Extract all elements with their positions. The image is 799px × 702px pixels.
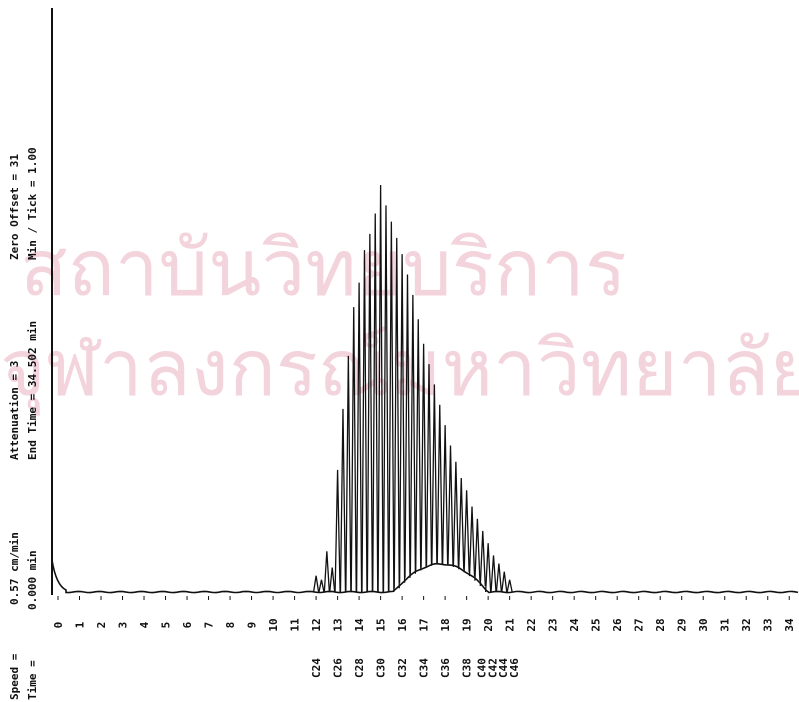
peak	[506, 579, 513, 593]
peak-label: C24	[310, 658, 323, 678]
peak-label: C46	[508, 658, 521, 678]
speed-label: Speed =	[8, 653, 21, 700]
x-tick-label: 21	[504, 618, 517, 632]
x-tick-label: 10	[267, 618, 280, 631]
speed: 0.57 cm/min	[8, 532, 21, 605]
x-tick-label: 29	[676, 618, 689, 631]
peak	[501, 571, 508, 593]
x-tick-label: 23	[547, 618, 560, 631]
x-tick-label: 31	[719, 618, 732, 632]
peak	[436, 404, 443, 565]
x-tick-label: 18	[439, 618, 452, 631]
peak	[377, 184, 384, 593]
zero-offset: Zero Offset = 31	[8, 154, 21, 260]
watermark: จุฬาลงกรณ์มหาวิทยาลัย	[0, 324, 799, 416]
x-tick-label: 25	[590, 618, 603, 631]
peak	[361, 250, 368, 593]
peak-label: C32	[396, 658, 409, 678]
peak	[463, 490, 470, 573]
x-tick-label: 32	[740, 618, 753, 631]
peak	[452, 461, 460, 567]
x-tick-label: 30	[697, 618, 710, 631]
peak	[484, 543, 492, 593]
min-tick: Min / Tick = 1.00	[26, 147, 39, 260]
peak	[398, 254, 406, 583]
x-tick-label: 8	[224, 622, 237, 629]
peak	[495, 563, 503, 593]
peak-label: C38	[461, 658, 474, 678]
peak	[372, 213, 379, 593]
x-tick-label: 1	[74, 621, 87, 628]
x-tick-label: 6	[181, 621, 194, 628]
x-tick-label: 13	[332, 618, 345, 631]
peak	[415, 319, 422, 571]
x-tick-label: 12	[310, 618, 323, 631]
peak	[350, 307, 357, 593]
peak-label: C36	[439, 658, 452, 678]
x-tick-label: 33	[762, 618, 775, 631]
x-tick-label: 3	[117, 622, 130, 629]
peak-label: C40	[476, 658, 489, 678]
watermark: สถาบันวิทยบริการ	[20, 224, 627, 314]
x-tick-label: 26	[611, 618, 624, 632]
x-tick-label: 15	[375, 618, 388, 631]
peak	[323, 551, 330, 593]
x-tick-label: 28	[654, 618, 667, 631]
x-tick-label: 16	[396, 618, 409, 632]
peak	[312, 575, 320, 593]
peak-label: C34	[418, 658, 431, 678]
peak-label: C26	[332, 658, 345, 678]
peak	[404, 274, 411, 578]
peak	[329, 567, 336, 593]
peak	[425, 364, 433, 566]
peak	[447, 445, 454, 566]
peak	[388, 221, 395, 593]
x-tick-label: 22	[525, 618, 538, 631]
peak-label: C42	[486, 658, 499, 678]
end-time: End Time = 34.502 min	[26, 321, 39, 460]
x-tick-label: 14	[353, 618, 366, 632]
peak	[345, 355, 352, 593]
x-tick-label: 4	[138, 621, 151, 628]
x-tick-label: 20	[482, 618, 495, 631]
peak	[318, 579, 325, 593]
x-tick-label: 9	[246, 622, 259, 629]
peak-label: C28	[353, 658, 366, 678]
peak	[409, 294, 417, 574]
peak	[474, 518, 481, 581]
x-tick-label: 0	[52, 622, 65, 629]
peak	[334, 469, 341, 593]
x-tick-label: 34	[783, 618, 796, 632]
peak	[479, 530, 486, 587]
peak	[441, 425, 449, 565]
x-tick-label: 27	[633, 618, 646, 631]
peak	[431, 384, 438, 565]
peak	[366, 233, 374, 593]
x-tick-label: 17	[418, 618, 431, 631]
peak-label: C30	[375, 658, 388, 678]
peak	[339, 408, 347, 593]
peak-label: C44	[497, 658, 510, 678]
peak	[420, 343, 427, 568]
x-tick-label: 7	[203, 622, 216, 629]
peak	[490, 555, 497, 593]
time: 0.000 min	[26, 550, 39, 610]
x-tick-label: 24	[568, 618, 581, 632]
x-tick-label: 19	[461, 618, 474, 631]
x-tick-label: 2	[95, 622, 108, 629]
x-tick-label: 5	[160, 622, 173, 629]
peak	[468, 506, 476, 577]
baseline-trace	[51, 559, 799, 594]
time-label: Time =	[26, 660, 39, 700]
peak	[355, 282, 363, 593]
attenuation: Attenuation = 3	[8, 361, 21, 460]
peak	[382, 205, 390, 593]
peak	[393, 237, 400, 589]
x-tick-label: 11	[289, 618, 302, 632]
peak	[458, 478, 465, 570]
